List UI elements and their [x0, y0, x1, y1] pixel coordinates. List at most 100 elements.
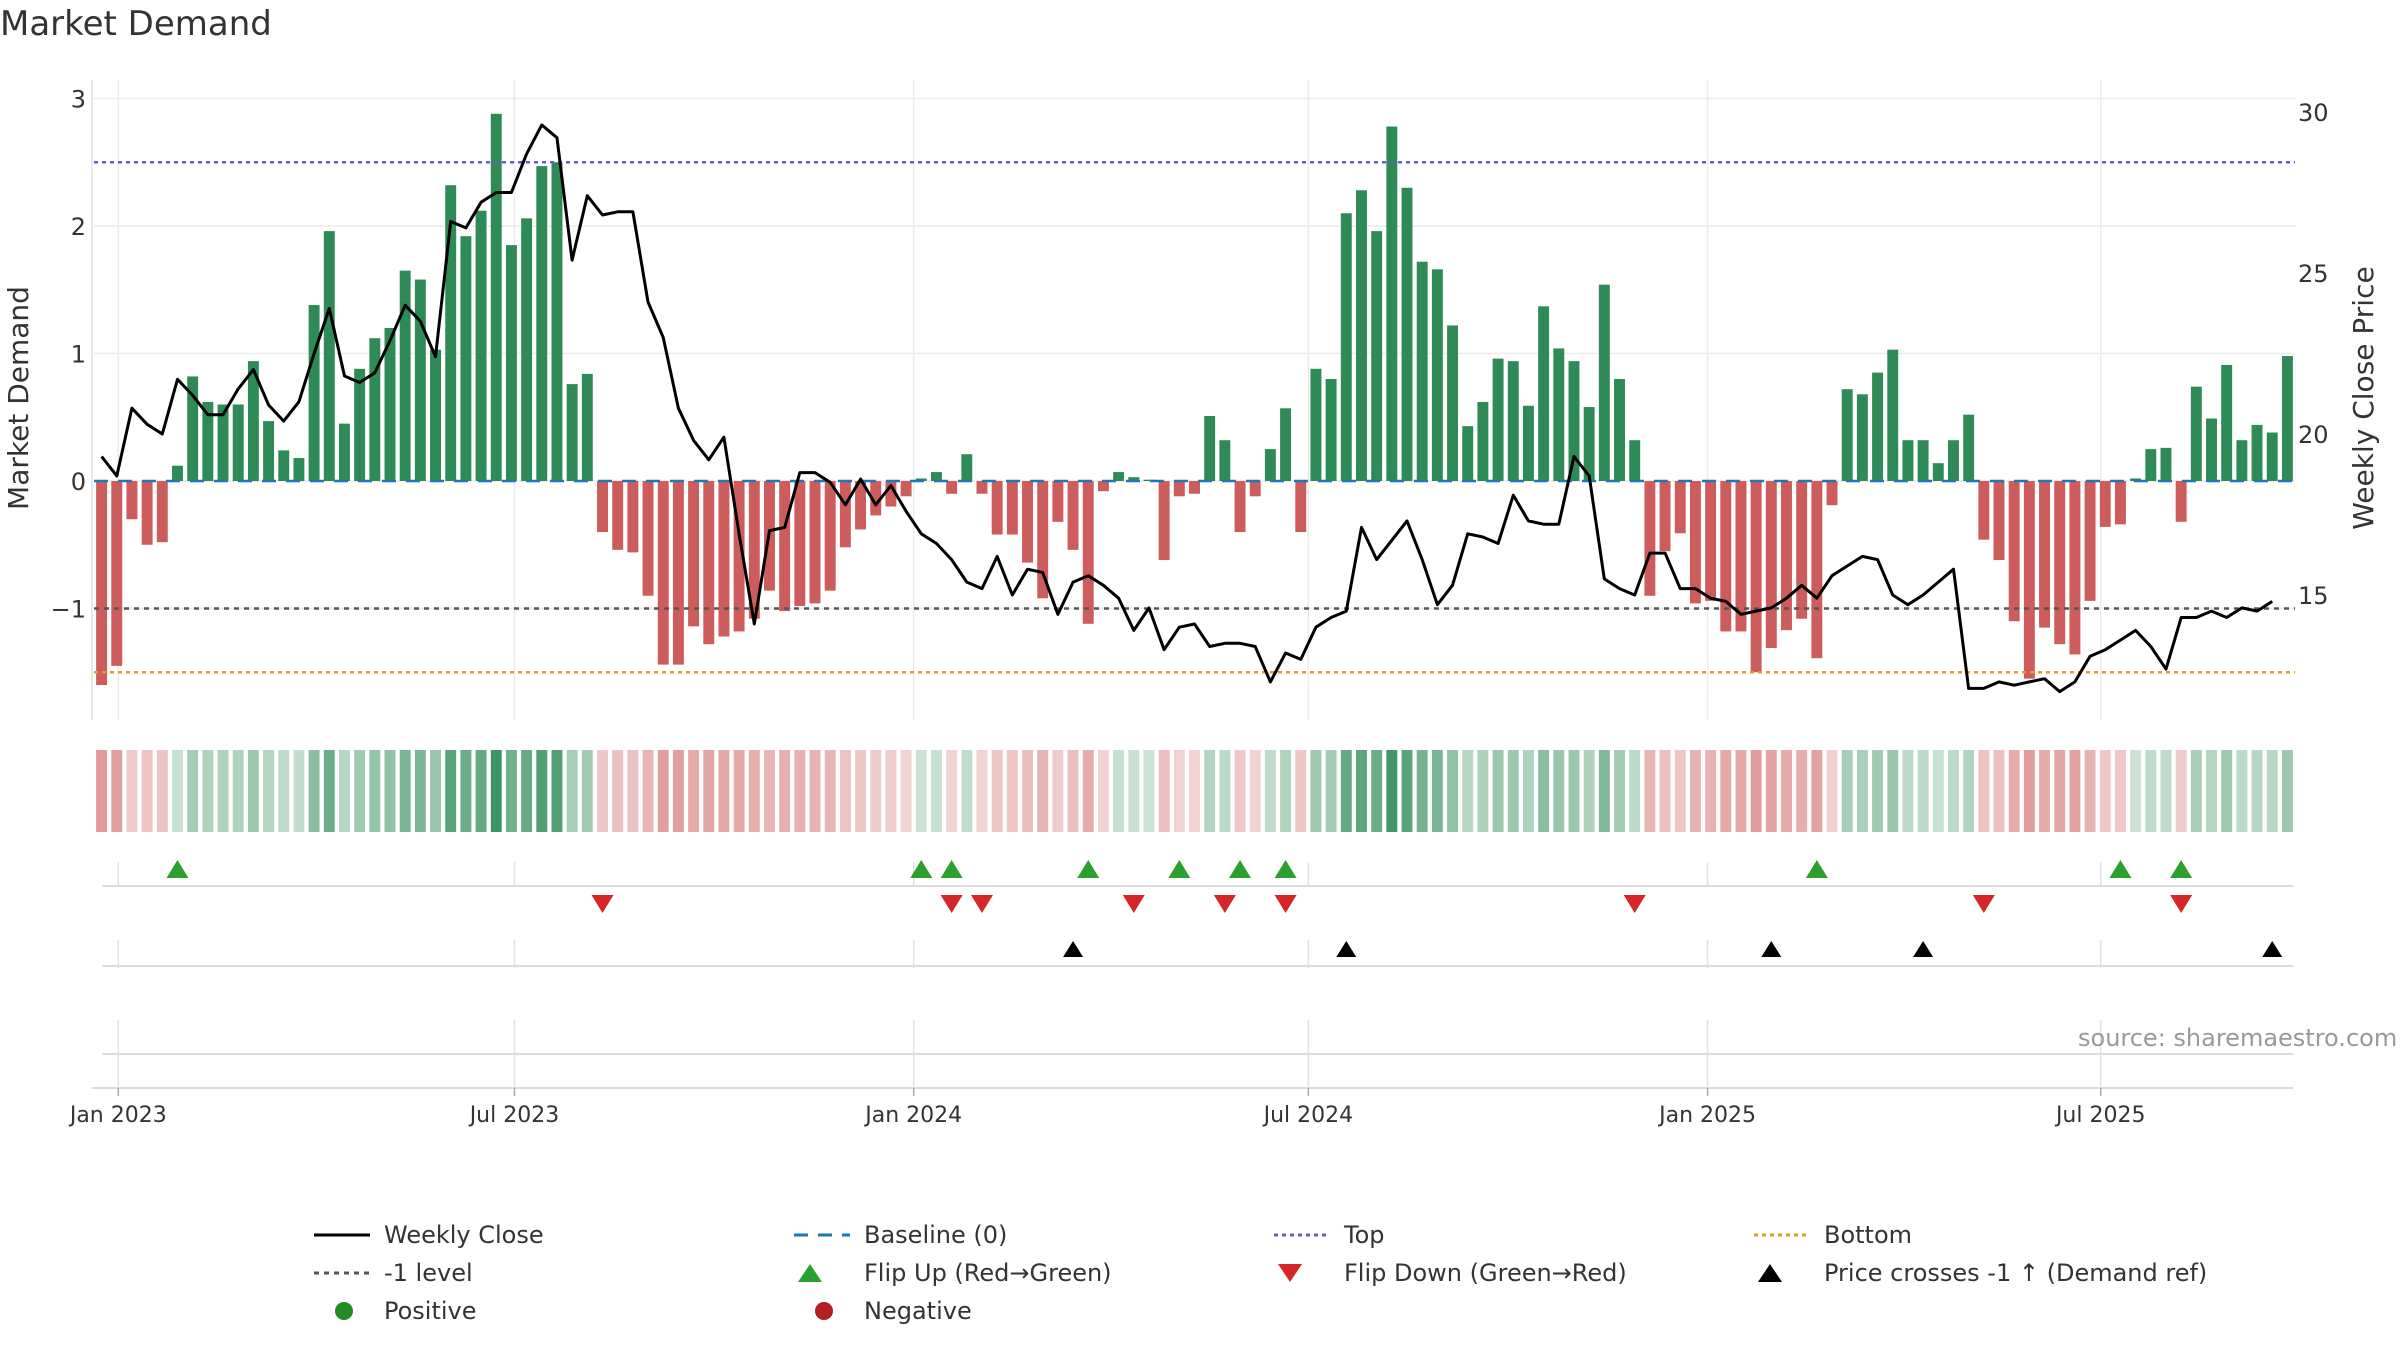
demand-bar [1356, 190, 1367, 482]
heat-strip-cell [824, 750, 836, 832]
heat-strip-cell [141, 750, 153, 832]
heat-strip-cell [1386, 750, 1398, 832]
heat-strip-cell [930, 750, 942, 832]
heat-strip-cell [809, 750, 821, 832]
triangle-up-icon [1758, 1264, 1782, 1282]
demand-bar [1522, 405, 1534, 481]
demand-bar [1720, 481, 1732, 632]
legend-dot-line-icon [314, 1271, 370, 1275]
heat-strip-cell [2039, 750, 2051, 832]
legend: Weekly Close Baseline (0) Top Bottom -1 … [310, 1216, 2210, 1336]
heat-strip-cell [1978, 750, 1990, 832]
demand-bar [1902, 440, 1914, 481]
demand-bar [1113, 472, 1125, 481]
demand-bar [1674, 481, 1686, 534]
flip-up-marker [166, 860, 189, 878]
legend-item-bottom: Bottom [1750, 1216, 1912, 1254]
demand-bar [657, 481, 669, 665]
demand-bar [794, 481, 806, 606]
demand-bar [96, 481, 108, 685]
heat-strip-cell [581, 750, 593, 832]
demand-bar [1856, 394, 1868, 481]
flip-down-marker [1972, 895, 1995, 913]
heat-strip-cell [839, 750, 851, 832]
heat-strip-cell [2266, 750, 2278, 832]
demand-bar [1826, 481, 1838, 506]
demand-bar [399, 270, 411, 481]
demand-bar [1128, 477, 1140, 481]
legend-item-flip-up: Flip Up (Red→Green) [790, 1254, 1112, 1292]
heat-strip-cell [1477, 750, 1489, 832]
demand-bar [1887, 349, 1899, 481]
heat-strip-cell [1492, 750, 1504, 832]
heat-strip-cell [323, 750, 335, 832]
heat-strip-cell [1113, 750, 1125, 832]
heat-strip-cell [870, 750, 882, 832]
demand-bar [2099, 481, 2111, 527]
heat-strip-cell [1538, 750, 1550, 832]
demand-bar [445, 185, 457, 481]
heat-strip-cell [1583, 750, 1595, 832]
demand-bar [1052, 481, 1064, 522]
demand-bar [824, 481, 836, 591]
heat-strip-cell [2084, 750, 2096, 832]
heat-strip-cell [505, 750, 517, 832]
heat-strip-cell [111, 750, 123, 832]
demand-bar [900, 481, 912, 497]
price-line [100, 123, 2274, 694]
demand-bar [1416, 261, 1428, 481]
demand-bar [2069, 481, 2081, 655]
demand-bar [1644, 481, 1656, 596]
demand-bar [930, 472, 942, 481]
demand-bar [430, 349, 441, 481]
demand-bar [1659, 481, 1671, 552]
heat-strip-cell [475, 750, 487, 832]
heat-strip-cell [748, 750, 760, 832]
demand-bar [1386, 126, 1398, 482]
heat-strip-cell [1204, 750, 1216, 832]
heat-strip-cell [2145, 750, 2157, 832]
heat-strip-cell [1295, 750, 1307, 832]
heat-strip-cell [1082, 750, 1094, 832]
legend-line-icon [314, 1233, 370, 1237]
demand-bar [232, 404, 244, 481]
y-tick-right: 25 [2298, 260, 2329, 288]
heat-strip-cell [2023, 750, 2035, 832]
flip-up-marker [1805, 860, 1828, 878]
demand-bar [1264, 449, 1276, 481]
legend-label: Price crosses -1 ↑ (Demand ref) [1824, 1259, 2208, 1287]
demand-bar [172, 465, 183, 481]
demand-bar [976, 481, 988, 494]
triangle-up-icon [798, 1264, 822, 1282]
demand-bar [2266, 432, 2278, 481]
demand-bar [1325, 379, 1337, 481]
demand-bar [2221, 364, 2233, 481]
heat-strip-cell [1689, 750, 1701, 832]
legend-item-baseline: Baseline (0) [790, 1216, 1007, 1254]
demand-bar [885, 481, 897, 507]
heat-strip-cell [1249, 750, 1261, 832]
flip-down-marker [2170, 895, 2193, 913]
heat-strip-cell [1856, 750, 1868, 832]
demand-bar [2251, 424, 2263, 481]
heat-strip-cell [2099, 750, 2111, 832]
demand-bar [2130, 478, 2142, 481]
demand-bar [1249, 481, 1261, 497]
demand-bar [1477, 401, 1489, 481]
demand-bar [1614, 379, 1625, 481]
legend-label: Baseline (0) [864, 1221, 1008, 1249]
heat-strip-cell [2281, 750, 2293, 832]
heat-strip-cell [2160, 750, 2172, 832]
heat-strip-cell [915, 750, 927, 832]
demand-bar [490, 113, 502, 482]
heat-strip-cell [946, 750, 958, 832]
flip-up-marker [2170, 860, 2193, 878]
demand-bar [247, 361, 259, 481]
demand-bar [809, 481, 821, 604]
y-tick-left: −1 [51, 596, 86, 624]
demand-bar [703, 481, 715, 645]
heat-strip-cell [217, 750, 229, 832]
demand-bar [460, 236, 472, 481]
demand-bar [1705, 481, 1717, 601]
